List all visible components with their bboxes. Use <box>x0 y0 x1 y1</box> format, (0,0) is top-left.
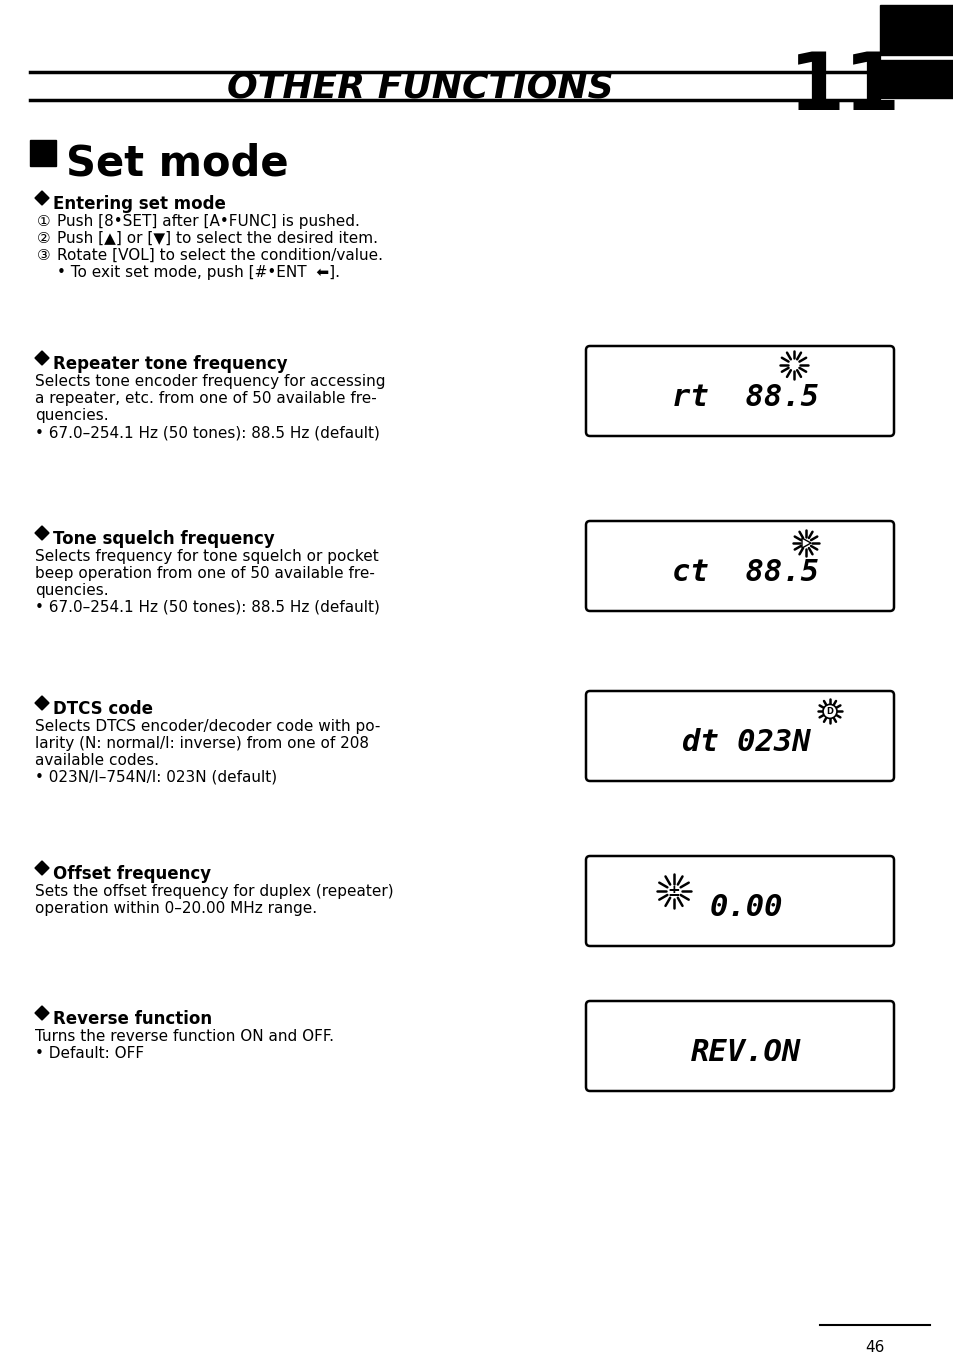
Text: Reverse function: Reverse function <box>53 1010 212 1028</box>
Polygon shape <box>35 861 49 875</box>
Text: ct  88.5: ct 88.5 <box>672 558 819 588</box>
Circle shape <box>822 704 836 719</box>
FancyBboxPatch shape <box>585 347 893 436</box>
Text: ③: ③ <box>37 248 51 263</box>
Text: available codes.: available codes. <box>35 753 159 768</box>
Polygon shape <box>35 696 49 709</box>
Text: DTCS code: DTCS code <box>53 700 152 718</box>
Polygon shape <box>35 525 49 540</box>
Text: • 67.0–254.1 Hz (50 tones): 88.5 Hz (default): • 67.0–254.1 Hz (50 tones): 88.5 Hz (def… <box>35 600 379 615</box>
Text: • To exit set mode, push [#•ENT  ⬅].: • To exit set mode, push [#•ENT ⬅]. <box>57 265 339 280</box>
FancyBboxPatch shape <box>585 1001 893 1091</box>
Text: REV.ON: REV.ON <box>690 1039 801 1067</box>
Polygon shape <box>35 191 49 204</box>
Text: Tone squelch frequency: Tone squelch frequency <box>53 529 274 548</box>
Text: Selects DTCS encoder/decoder code with po-: Selects DTCS encoder/decoder code with p… <box>35 719 380 734</box>
Text: rt  88.5: rt 88.5 <box>672 383 819 412</box>
Text: Entering set mode: Entering set mode <box>53 195 226 213</box>
Text: D: D <box>825 707 833 716</box>
Text: ①: ① <box>37 214 51 229</box>
Text: ±: ± <box>667 884 679 899</box>
FancyBboxPatch shape <box>585 691 893 781</box>
Text: • 67.0–254.1 Hz (50 tones): 88.5 Hz (default): • 67.0–254.1 Hz (50 tones): 88.5 Hz (def… <box>35 425 379 440</box>
Text: Turns the reverse function ON and OFF.: Turns the reverse function ON and OFF. <box>35 1029 334 1044</box>
Text: • 023N/I–754N/I: 023N (default): • 023N/I–754N/I: 023N (default) <box>35 770 276 785</box>
Text: larity (N: normal/I: inverse) from one of 208: larity (N: normal/I: inverse) from one o… <box>35 737 369 751</box>
Text: ②: ② <box>37 232 51 246</box>
Text: quencies.: quencies. <box>35 408 109 422</box>
Polygon shape <box>35 351 49 366</box>
Text: OTHER FUNCTIONS: OTHER FUNCTIONS <box>227 70 613 106</box>
Text: a repeater, etc. from one of 50 available fre-: a repeater, etc. from one of 50 availabl… <box>35 391 376 406</box>
Polygon shape <box>35 1006 49 1020</box>
FancyBboxPatch shape <box>585 521 893 611</box>
Text: Selects frequency for tone squelch or pocket: Selects frequency for tone squelch or po… <box>35 548 378 565</box>
Bar <box>30 139 56 167</box>
Text: Push [8•SET] after [A•FUNC] is pushed.: Push [8•SET] after [A•FUNC] is pushed. <box>57 214 359 229</box>
Text: 46: 46 <box>864 1340 883 1354</box>
Text: dt 023N: dt 023N <box>681 728 809 757</box>
Text: Rotate [VOL] to select the condition/value.: Rotate [VOL] to select the condition/val… <box>57 248 382 263</box>
Text: Sets the offset frequency for duplex (repeater): Sets the offset frequency for duplex (re… <box>35 884 394 899</box>
Text: operation within 0–20.00 MHz range.: operation within 0–20.00 MHz range. <box>35 900 316 917</box>
Text: 0.00: 0.00 <box>708 894 781 922</box>
Text: Repeater tone frequency: Repeater tone frequency <box>53 355 287 372</box>
Bar <box>879 5 953 56</box>
Bar <box>879 60 953 97</box>
Text: 11: 11 <box>788 49 900 127</box>
Text: • Default: OFF: • Default: OFF <box>35 1047 144 1062</box>
Text: quencies.: quencies. <box>35 584 109 598</box>
Text: beep operation from one of 50 available fre-: beep operation from one of 50 available … <box>35 566 375 581</box>
Text: Selects tone encoder frequency for accessing: Selects tone encoder frequency for acces… <box>35 374 385 389</box>
Text: Set mode: Set mode <box>66 142 289 184</box>
Text: Offset frequency: Offset frequency <box>53 865 211 883</box>
FancyBboxPatch shape <box>585 856 893 946</box>
Text: Push [▲] or [▼] to select the desired item.: Push [▲] or [▼] to select the desired it… <box>57 232 377 246</box>
